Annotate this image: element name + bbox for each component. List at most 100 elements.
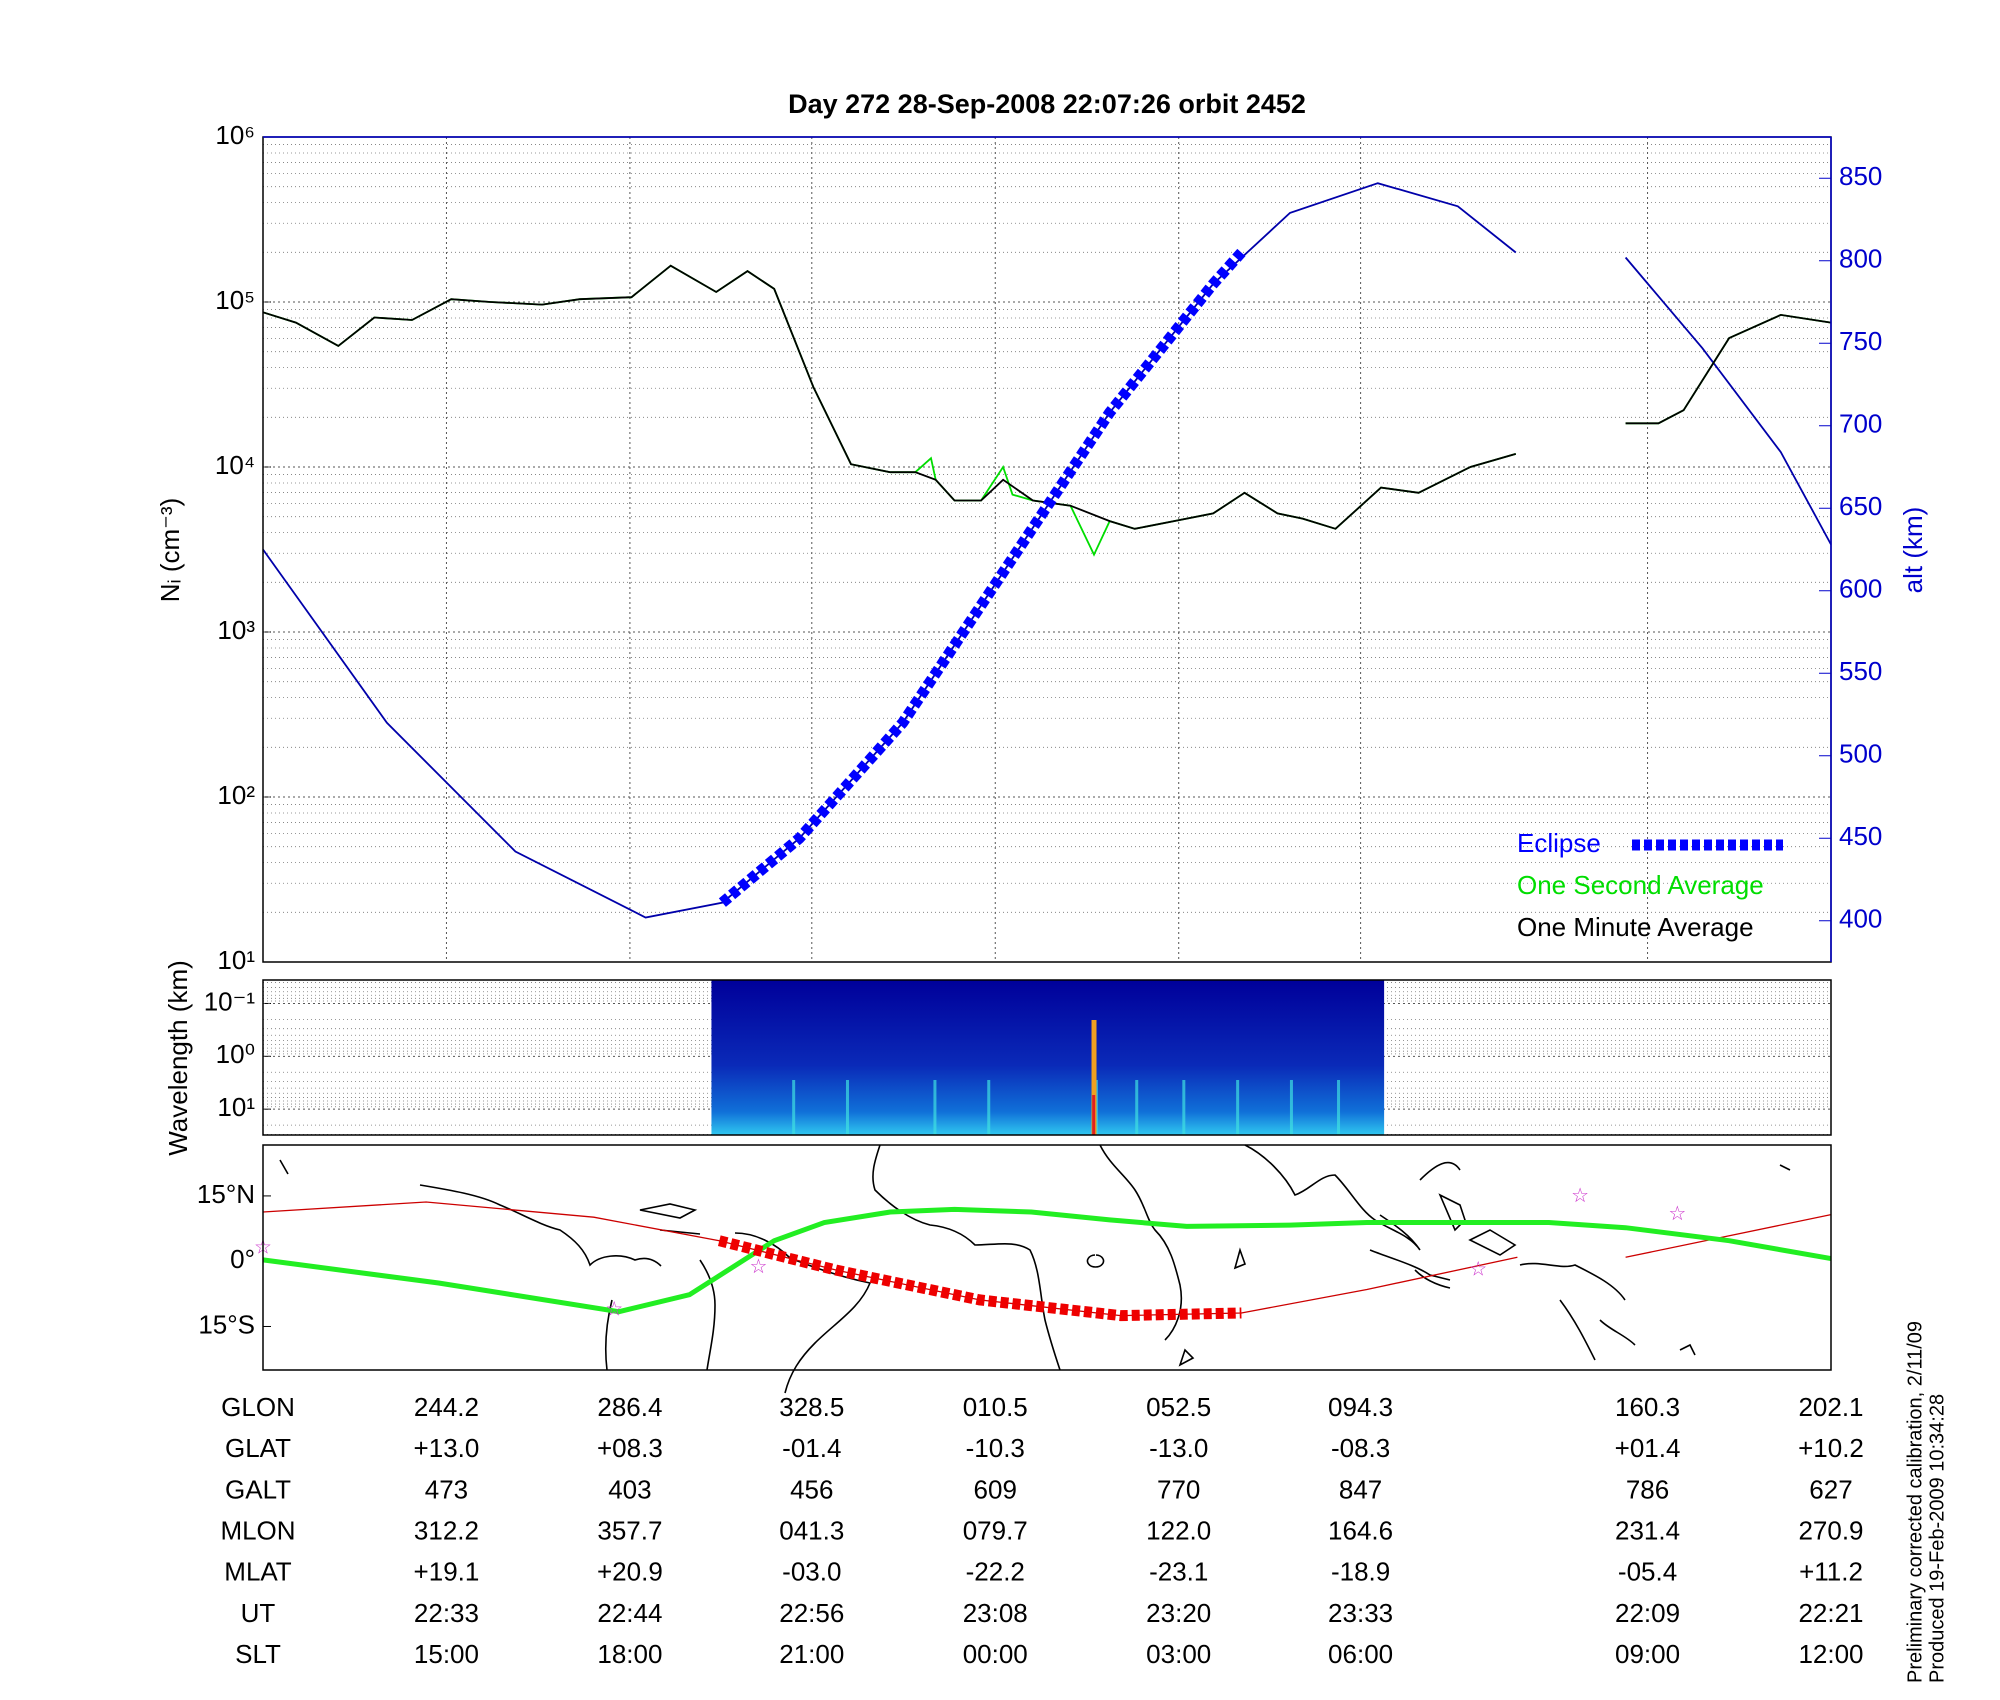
chart-title: Day 272 28-Sep-2008 22:07:26 orbit 2452 <box>788 89 1306 119</box>
spectrogram-streak <box>1182 1080 1186 1135</box>
cell: 473 <box>425 1474 468 1504</box>
spectrogram-streak <box>1236 1080 1240 1135</box>
cell: 15:00 <box>414 1639 479 1669</box>
cell: 010.5 <box>963 1392 1028 1422</box>
cell: +01.4 <box>1615 1433 1681 1463</box>
y2-tick-label: 850 <box>1839 161 1882 191</box>
data-line <box>262 264 1832 530</box>
y-tick-label: 10⁶ <box>215 120 255 150</box>
spectrogram-streak <box>987 1080 991 1135</box>
cell: 160.3 <box>1615 1392 1680 1422</box>
cell: +19.1 <box>414 1557 480 1587</box>
y-tick-label: 10² <box>217 780 255 810</box>
cell: -03.0 <box>782 1557 841 1587</box>
cell: 122.0 <box>1146 1515 1211 1545</box>
y2-tick-label: 450 <box>1839 821 1882 851</box>
y2-tick-label: 750 <box>1839 326 1882 356</box>
y-tick-label: 10³ <box>217 615 255 645</box>
note: Produced 19-Feb-2009 10:34:28 <box>1926 1394 1948 1683</box>
y-tick-label: 10⁰ <box>216 1039 255 1069</box>
row-label: MLAT <box>224 1557 292 1587</box>
y2-tick-label: 700 <box>1839 409 1882 439</box>
spectrogram-y-label: Wavelength (km) <box>163 960 193 1156</box>
cell: 786 <box>1626 1474 1669 1504</box>
cell: 22:21 <box>1798 1598 1863 1628</box>
cell: 456 <box>790 1474 833 1504</box>
spectrogram-streak <box>1091 1020 1097 1135</box>
legend-label: One Second Average <box>1517 870 1764 900</box>
cell: 06:00 <box>1328 1639 1393 1669</box>
y2-tick-label: 550 <box>1839 656 1882 686</box>
cell: 079.7 <box>963 1515 1028 1545</box>
cell: 847 <box>1339 1474 1382 1504</box>
star-marker: ☆ <box>605 1299 623 1321</box>
y2-tick-label: 400 <box>1839 904 1882 934</box>
spectrogram-streak <box>1092 1095 1096 1135</box>
y-tick-label: 0° <box>230 1244 255 1274</box>
cell: 244.2 <box>414 1392 479 1422</box>
cell: 03:00 <box>1146 1639 1211 1669</box>
legend-label: One Minute Average <box>1517 912 1754 942</box>
cell: 21:00 <box>779 1639 844 1669</box>
cell: 041.3 <box>779 1515 844 1545</box>
cell: -01.4 <box>782 1433 841 1463</box>
track-line <box>262 1201 1832 1317</box>
cell: 202.1 <box>1798 1392 1863 1422</box>
cell: 328.5 <box>779 1392 844 1422</box>
cell: 09:00 <box>1615 1639 1680 1669</box>
y-tick-label: 10⁵ <box>215 285 255 315</box>
cell: 286.4 <box>597 1392 662 1422</box>
cell: 164.6 <box>1328 1515 1393 1545</box>
spectrogram-streak <box>1337 1080 1341 1135</box>
cell: 357.7 <box>597 1515 662 1545</box>
cell: +11.2 <box>1799 1557 1863 1587</box>
cell: 22:33 <box>414 1598 479 1628</box>
cell: 22:09 <box>1615 1598 1680 1628</box>
row-label: MLON <box>220 1515 295 1545</box>
cell: 052.5 <box>1146 1392 1211 1422</box>
y2-tick-label: 500 <box>1839 739 1882 769</box>
y2-tick-label: 650 <box>1839 491 1882 521</box>
cell: 23:33 <box>1328 1598 1393 1628</box>
cell: 00:00 <box>963 1639 1028 1669</box>
row-label: SLT <box>235 1639 281 1669</box>
star-marker: ☆ <box>1469 1259 1487 1281</box>
note: Preliminary corrected calibration, 2/11/… <box>1904 1321 1926 1683</box>
y2-tick-label: 800 <box>1839 244 1882 274</box>
spectrogram-streak <box>845 1080 849 1135</box>
track-line <box>717 1235 1242 1322</box>
cell: -13.0 <box>1149 1433 1208 1463</box>
cell: 609 <box>974 1474 1017 1504</box>
spectrogram-streak <box>1135 1080 1139 1135</box>
cell: +10.2 <box>1798 1433 1864 1463</box>
cell: -23.1 <box>1149 1557 1208 1587</box>
row-label: UT <box>241 1598 276 1628</box>
star-marker: ☆ <box>1571 1185 1589 1207</box>
star-marker: ☆ <box>750 1256 768 1278</box>
legend-label: Eclipse <box>1517 828 1601 858</box>
y-tick-label: 15°S <box>198 1309 255 1339</box>
spectrogram-streak <box>933 1080 937 1135</box>
cell: -05.4 <box>1618 1557 1677 1587</box>
row-label: GALT <box>225 1474 291 1504</box>
cell: 312.2 <box>414 1515 479 1545</box>
eclipse-line <box>718 248 1246 907</box>
cell: 627 <box>1809 1474 1852 1504</box>
cell: 094.3 <box>1328 1392 1393 1422</box>
cell: +20.9 <box>597 1557 663 1587</box>
cell: 18:00 <box>597 1639 662 1669</box>
cell: 770 <box>1157 1474 1200 1504</box>
y-tick-label: 10¹ <box>217 945 255 975</box>
y2-tick-label: 600 <box>1839 574 1882 604</box>
cell: 270.9 <box>1798 1515 1863 1545</box>
row-label: GLON <box>221 1392 295 1422</box>
cell: -18.9 <box>1331 1557 1390 1587</box>
spectrogram <box>711 980 1385 1135</box>
cell: 22:56 <box>779 1598 844 1628</box>
cell: -08.3 <box>1331 1433 1390 1463</box>
y-tick-label: 10⁻¹ <box>204 986 256 1016</box>
y-tick-label: 10¹ <box>217 1092 255 1122</box>
plot-frame <box>262 1144 1832 1371</box>
y2-axis-label: alt (km) <box>1898 507 1928 594</box>
